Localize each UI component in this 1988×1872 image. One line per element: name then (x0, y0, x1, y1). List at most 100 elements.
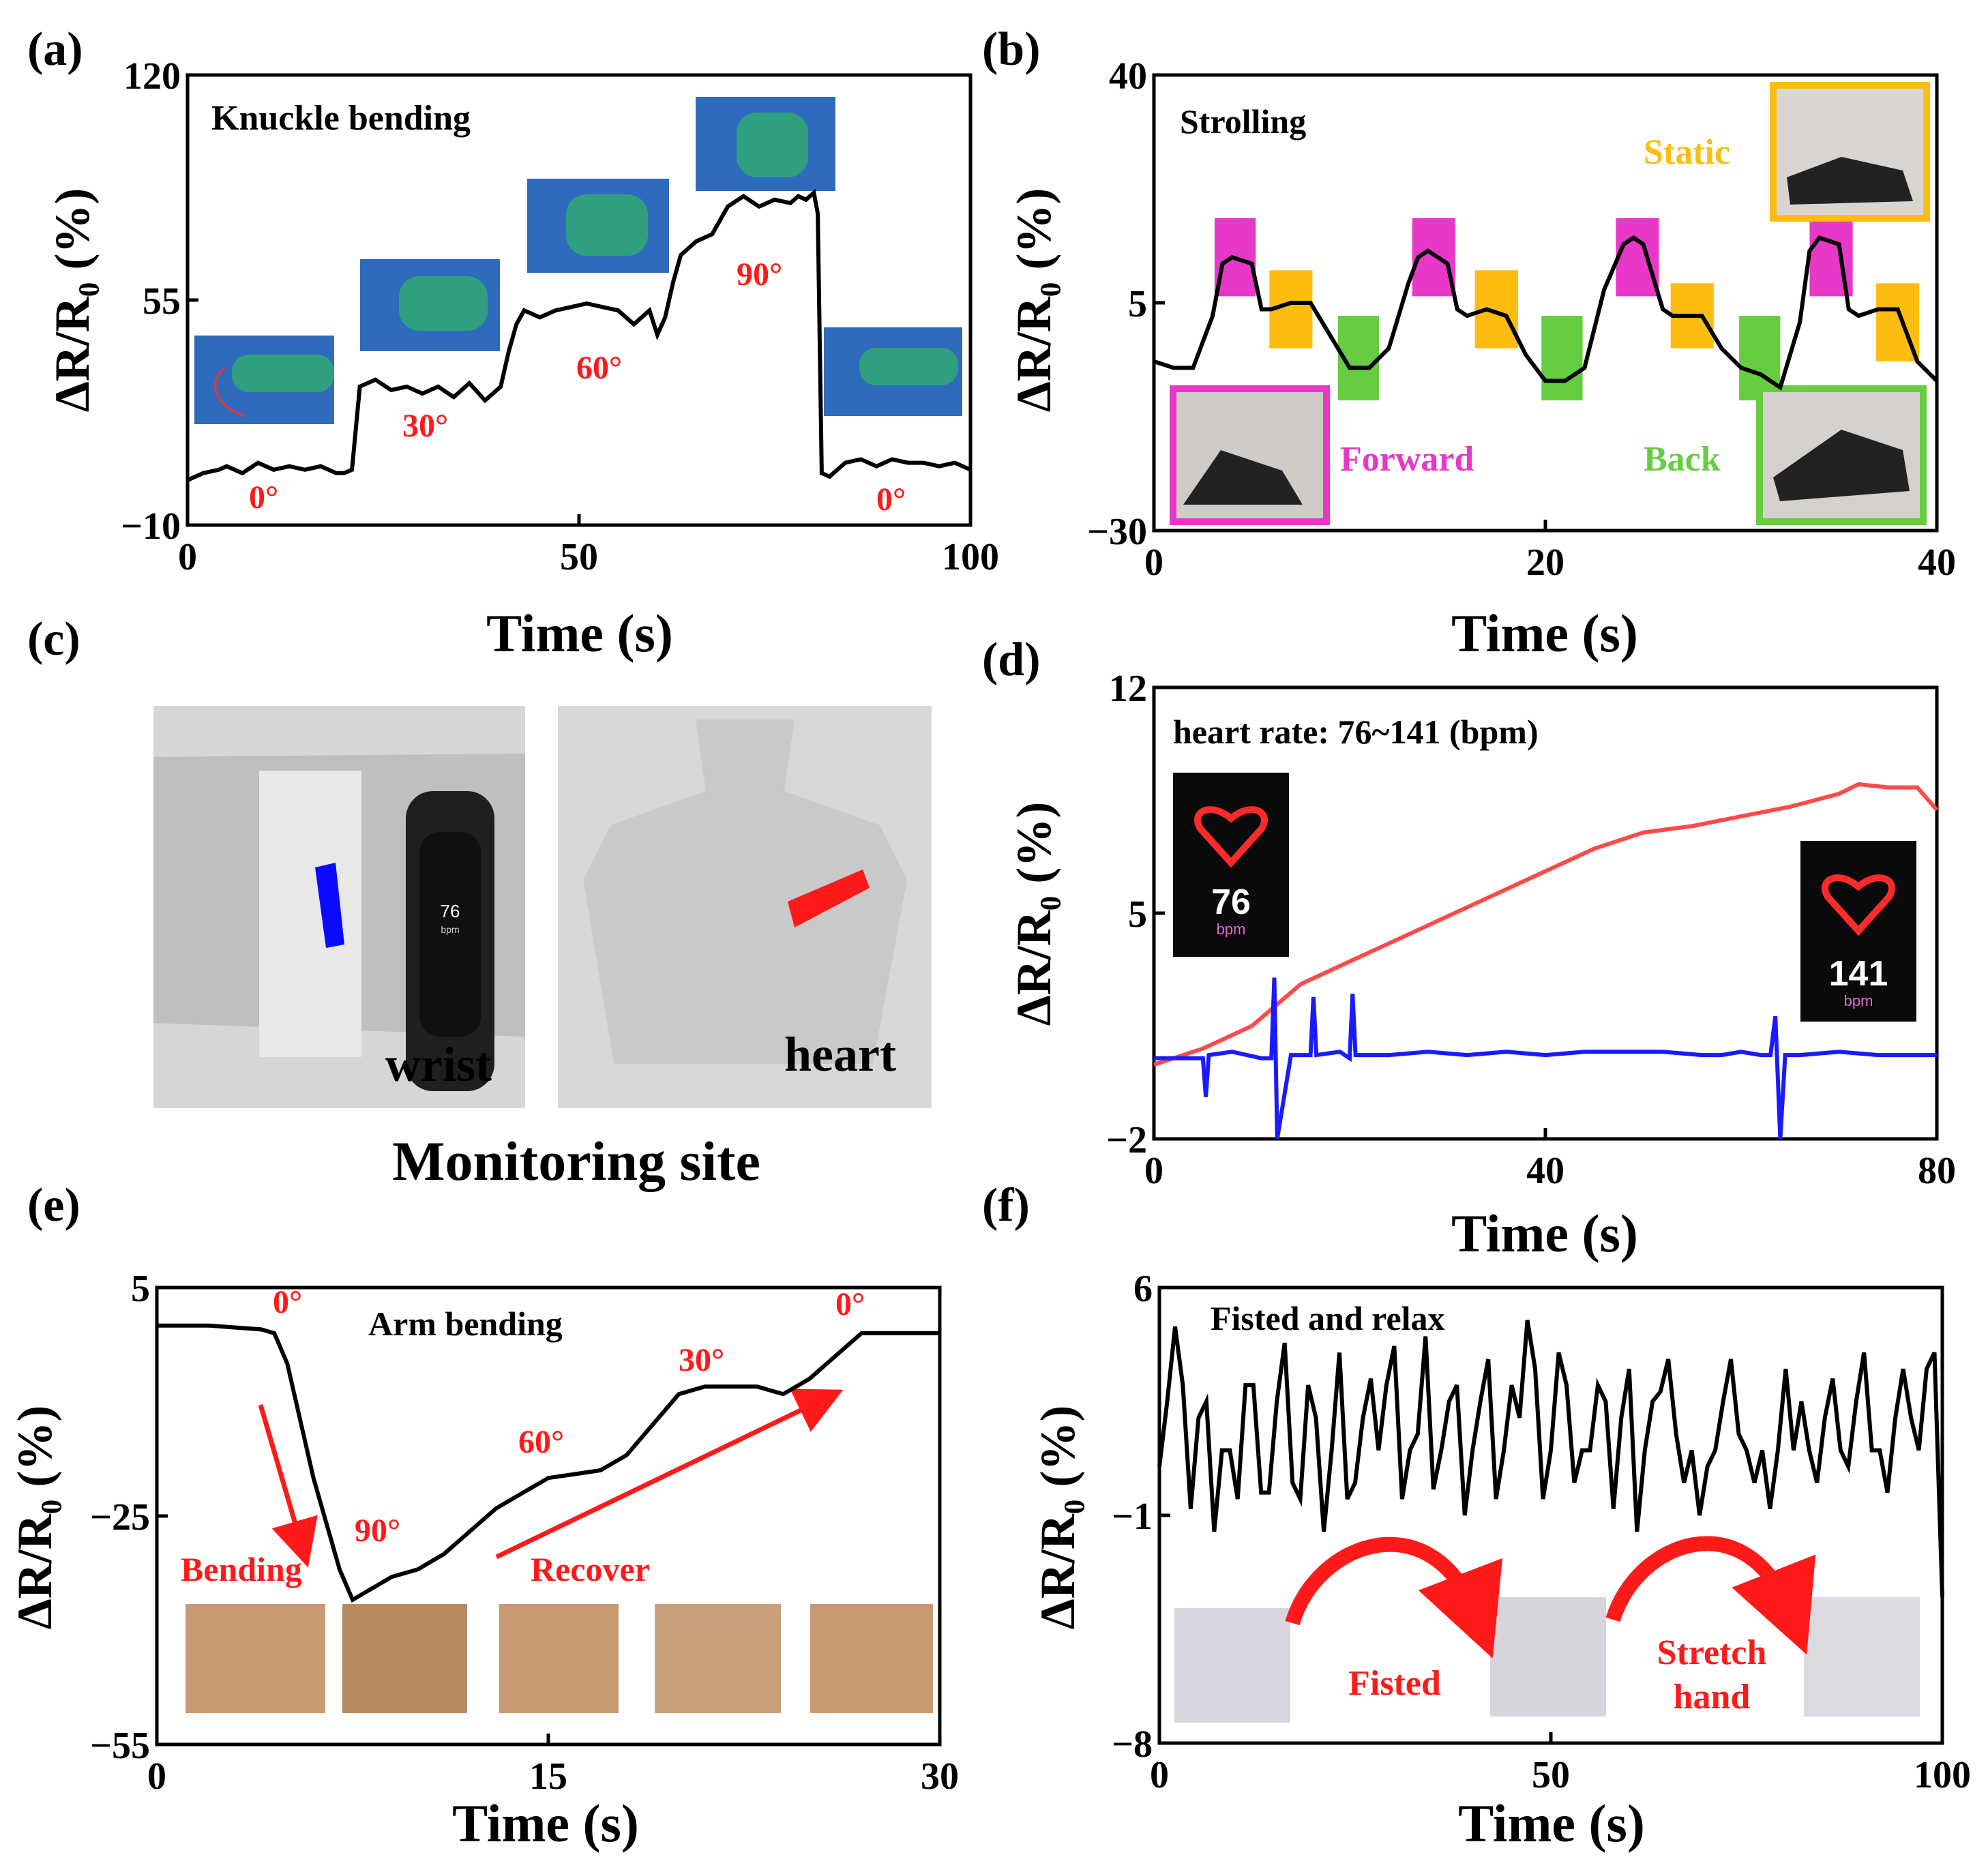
phase-box-forward (1616, 218, 1659, 297)
y-tick-label: 5 (1128, 893, 1147, 936)
annotation-fisted: Fisted (1348, 1664, 1441, 1703)
chart-e: 0 15 30−55−255 Arm bending 0° 90° 60° 30° … (8, 1268, 959, 1853)
arm-photo-2 (342, 1604, 467, 1713)
annotation-hand: hand (1674, 1678, 1751, 1717)
x-tick-label: 0 (178, 536, 197, 578)
screen-unit-left: bpm (1217, 921, 1246, 938)
arm-photos (186, 1604, 933, 1713)
annotation-e-0deg-end: 0° (835, 1286, 865, 1322)
series-line-f (1157, 1320, 1944, 1597)
series-line-d-wrist (1154, 977, 1937, 1140)
y-tick-label: −2 (1106, 1119, 1147, 1161)
photo-hand-60 (527, 179, 669, 273)
y-tick-label: −30 (1087, 511, 1147, 553)
y-tick-label: −8 (1112, 1723, 1153, 1766)
y-tick-label: −25 (90, 1496, 150, 1539)
annotation-recover: Recover (531, 1550, 650, 1588)
hand-photo-fist (1490, 1597, 1606, 1717)
x-tick-label: 80 (1918, 1150, 1956, 1192)
heart-label: heart (784, 1027, 896, 1082)
chart-b: 0 20 40 −30 5 40 Strolling Static Forward Bac… (1007, 55, 1956, 663)
series-line-b (1153, 235, 1939, 391)
phase-box-back (1541, 316, 1583, 401)
bending-arrow (258, 1404, 318, 1568)
panel-label-c: (c) (27, 613, 80, 666)
screen-value-right: 141 (1829, 954, 1888, 994)
annotation-e-0deg: 0° (273, 1284, 302, 1320)
x-tick-label: 40 (1526, 1150, 1564, 1192)
x-tick-label: 0 (147, 1755, 166, 1798)
annotation-90deg: 90° (737, 256, 782, 293)
x-axis-label-d: Time (s) (1451, 1204, 1638, 1263)
ticks-b: 0 20 40 −30 5 40 (1087, 55, 1956, 584)
photo-shoe-static (1770, 82, 1930, 222)
arm-photo-5 (810, 1604, 933, 1713)
chart-title-b: Strolling (1180, 102, 1306, 140)
panel-label-a: (a) (27, 23, 83, 76)
y-tick-label: −55 (90, 1725, 150, 1767)
photo-hand-30 (360, 259, 500, 351)
wrist-label: wrist (385, 1037, 492, 1092)
sensor-wrist-blue (315, 863, 344, 948)
y-tick-label: 12 (1109, 668, 1147, 710)
x-tick-label: 0 (1144, 1150, 1163, 1192)
chart-title-f: Fisted and relax (1211, 1299, 1445, 1337)
x-tick-label: 15 (529, 1755, 567, 1798)
photo-hand-0-end (824, 327, 962, 416)
photo-hand-0 (194, 336, 334, 424)
watch-value: 76 (441, 901, 460, 921)
x-tick-label: 0 (1144, 541, 1163, 584)
y-tick-label: 40 (1109, 55, 1147, 98)
panel-label-e: (e) (27, 1179, 80, 1232)
hand-photo-open-2 (1804, 1597, 1920, 1717)
annotation-0deg-end: 0° (876, 481, 906, 518)
fist-arrow (1285, 1536, 1502, 1659)
legend-forward: Forward (1340, 440, 1474, 479)
chart-title-e: Arm bending (368, 1305, 563, 1343)
ticks-a: 0 50 100 −10 55 120 (121, 55, 999, 578)
y-tick-label: 120 (123, 55, 181, 98)
y-tick-label: 5 (1128, 283, 1147, 325)
y-axis-label-b: ΔR/R₀ (%) (1007, 188, 1061, 413)
y-tick-label: 6 (1133, 1268, 1153, 1310)
x-tick-label: 40 (1918, 541, 1956, 584)
sensor-heart-red (788, 870, 870, 927)
panel-label-d: (d) (982, 634, 1041, 686)
y-axis-label-f: ΔR/R₀ (%) (1030, 1406, 1085, 1630)
annotation-e-60deg: 60° (518, 1424, 564, 1460)
annotation-30deg: 30° (402, 408, 448, 444)
annotation-stretch: Stretch (1657, 1633, 1767, 1672)
ticks-d: 0 40 80 −2 5 12 (1106, 668, 1956, 1192)
heart-icon (1822, 874, 1895, 936)
panel-c: 76 bpm wrist heart Monitoring site (153, 706, 932, 1192)
annotation-60deg: 60° (576, 350, 622, 386)
panel-label-f: (f) (982, 1179, 1030, 1232)
x-tick-label: 30 (921, 1755, 959, 1798)
chart-d: 0 40 80 −2 5 12 heart rate: 76~141 (bpm) 76 b… (1007, 668, 1956, 1263)
watch-unit: bpm (441, 924, 459, 935)
phone-screen-76: 76 bpm (1173, 773, 1289, 957)
x-tick-label: 100 (1914, 1754, 1971, 1796)
y-axis-label-d: ΔR/R₀ (%) (1007, 802, 1061, 1026)
stretch-arrow (1605, 1536, 1816, 1655)
phone-screen-141: 141 bpm (1800, 841, 1916, 1022)
ticks-e: 0 15 30 −55 −25 5 (90, 1268, 959, 1798)
chart-title-d: heart rate: 76~141 (bpm) (1173, 713, 1539, 751)
chart-f: 0 50 100 −8 −1 6 Fisted and relax Fisted Stre… (1030, 1268, 1971, 1853)
screen-unit-right: bpm (1844, 992, 1873, 1009)
photo-wrist: 76 bpm wrist (153, 706, 525, 1108)
series-line-a (186, 188, 972, 482)
panel-c-caption: Monitoring site (392, 1130, 760, 1192)
y-axis-label-e: ΔR/R₀ (%) (8, 1406, 62, 1630)
series-line-d-heart (1153, 782, 1939, 1067)
recover-arrow (495, 1388, 844, 1560)
chart-title-a: Knuckle bending (211, 99, 471, 138)
x-axis-label-b: Time (s) (1451, 604, 1638, 663)
ticks-f: 0 50 100 −8 −1 6 (1112, 1268, 1971, 1796)
photo-shoe-back (1756, 385, 1927, 525)
series-line-e (157, 1323, 940, 1603)
photo-shoe-forward (1170, 385, 1330, 525)
x-axis-label-e: Time (s) (452, 1794, 639, 1853)
heart-icon (1194, 806, 1268, 868)
